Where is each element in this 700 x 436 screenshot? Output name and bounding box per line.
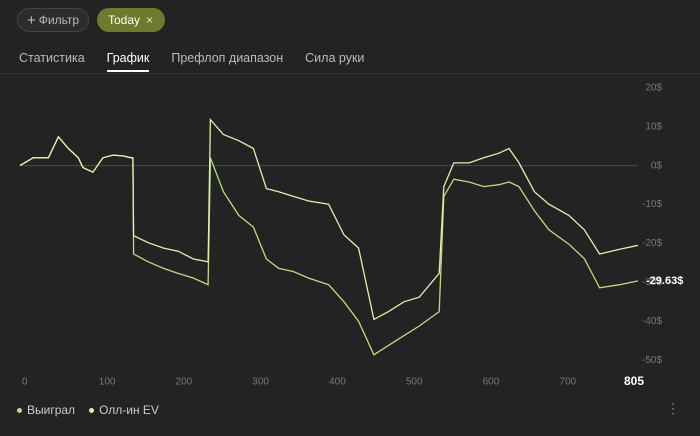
tab[interactable]: Префлоп диапазон [171,51,284,65]
y-tick-label: -40$ [642,316,662,327]
chip-close[interactable]: × [146,13,154,27]
x-tick-label: 600 [483,377,500,388]
legend-label: Олл-ин EV [99,403,159,417]
tab[interactable]: График [106,51,150,72]
y-tick-label: -50$ [642,355,662,366]
filter-chip[interactable]: Today × [97,8,165,32]
x-tick-label: 500 [406,377,423,388]
x-tick-label: 100 [99,377,116,388]
more-menu[interactable]: ⋮ [666,400,680,416]
x-tick-label: 300 [252,377,269,388]
x-tick-label: 0 [22,377,28,388]
chip-label: Today [108,13,141,27]
legend-swatch [89,408,95,414]
x-tick-label: 805 [624,374,644,388]
divider [0,73,700,74]
legend: Выиграл Олл-ин EV [17,403,159,417]
x-tick-label: 400 [329,377,346,388]
y-tick-label: -10$ [642,199,662,210]
series-line [19,135,639,356]
tab[interactable]: Сила руки [305,51,365,65]
y-tick-label: -20$ [642,238,662,249]
series-line [19,118,639,321]
legend-swatch [17,408,22,414]
x-tick-label: 200 [176,377,193,388]
filter-button[interactable]: + Фильтр [17,8,89,32]
legend-item[interactable]: Олл-ин EV [89,403,159,417]
tabs: Статистика График Префлоп диапазон Сила рук… [19,51,364,72]
end-value-label: -29.63$ [646,275,683,287]
x-tick-label: 700 [559,377,576,388]
y-tick-label: 10$ [645,121,662,132]
legend-item[interactable]: Выиграл [17,403,75,417]
tab[interactable]: Статистика [19,51,85,65]
y-tick-label: -30$ [642,277,662,288]
y-tick-label: 0$ [651,160,663,171]
filter-label: Фильтр [38,13,80,27]
y-tick-label: 20$ [645,82,662,93]
legend-label: Выиграл [27,403,76,417]
